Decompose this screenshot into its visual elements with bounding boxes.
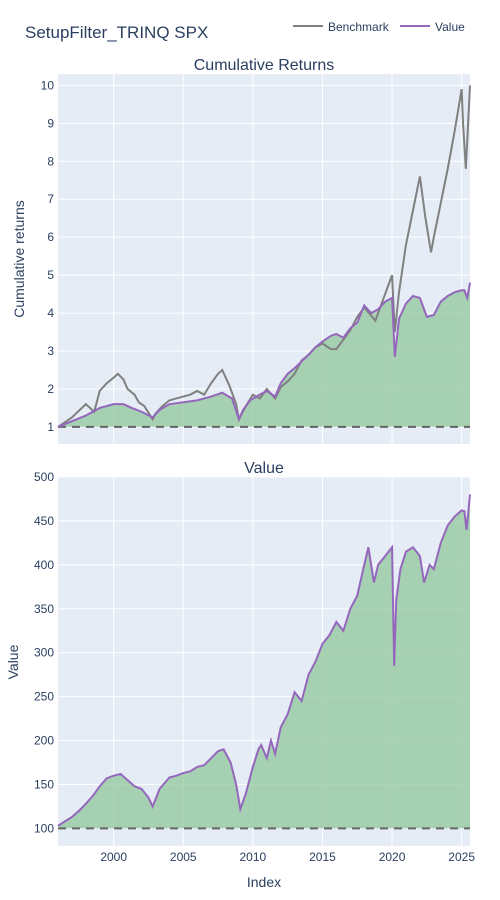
legend-label-value: Value	[435, 20, 465, 34]
x-tick-label-2025: 2025	[448, 850, 475, 864]
page-title: SetupFilter_TRINQ SPX	[25, 23, 208, 42]
y-tick-label-2: 2	[47, 382, 54, 396]
y-tick-label-3: 3	[47, 344, 54, 358]
value-title: Value	[244, 460, 284, 477]
x-tick-label-2005: 2005	[170, 850, 197, 864]
cumulative-returns-subplot: 1 2 3 4 5 6 7 8 9 10 Cumulative Returns Cumulativ…	[11, 57, 471, 444]
y-tick-label-9: 9	[47, 116, 54, 130]
y-tick-label-450: 450	[34, 514, 54, 528]
y-tick-label-400: 400	[34, 558, 54, 572]
value-line-2	[57, 494, 471, 827]
x-ticks: 2000 2005 2010 2015 2020 2025	[100, 850, 475, 864]
value-subplot: 100 150 200 250 300 350 400 450 500 2000 2005 2010…	[5, 460, 475, 890]
y-tick-label-7: 7	[47, 192, 54, 206]
cumulative-returns-title: Cumulative Returns	[194, 57, 335, 74]
value-y-ticks: 100 150 200 250 300 350 400 450 500	[34, 470, 54, 835]
value-y-axis-title: Value	[5, 644, 21, 679]
y-tick-label-500: 500	[34, 470, 54, 484]
legend-item-benchmark[interactable]: Benchmark	[293, 20, 390, 34]
y-tick-label-200: 200	[34, 734, 54, 748]
x-tick-label-2010: 2010	[240, 850, 267, 864]
y-tick-label-6: 6	[47, 230, 54, 244]
value-area-fill-2	[58, 494, 470, 829]
y-tick-label-150: 150	[34, 778, 54, 792]
y-tick-label-4: 4	[47, 306, 54, 320]
x-tick-label-2000: 2000	[100, 850, 127, 864]
y-tick-label-350: 350	[34, 602, 54, 616]
y-tick-label-8: 8	[47, 154, 54, 168]
x-tick-label-2015: 2015	[309, 850, 336, 864]
cumulative-returns-y-axis-title: Cumulative returns	[11, 200, 27, 318]
y-tick-label-1: 1	[47, 420, 54, 434]
value-line	[57, 282, 471, 428]
y-tick-label-10: 10	[41, 78, 55, 92]
y-tick-label-5: 5	[47, 268, 54, 282]
x-tick-label-2020: 2020	[379, 850, 406, 864]
y-tick-label-250: 250	[34, 690, 54, 704]
cumulative-returns-y-ticks: 1 2 3 4 5 6 7 8 9 10	[41, 78, 55, 434]
y-tick-label-300: 300	[34, 646, 54, 660]
x-axis-title: Index	[247, 874, 281, 890]
legend-label-benchmark: Benchmark	[328, 20, 390, 34]
legend-item-value[interactable]: Value	[400, 20, 465, 34]
y-tick-label-100: 100	[34, 821, 54, 835]
value-area-fill	[58, 282, 470, 427]
legend: Benchmark Value	[293, 20, 465, 34]
